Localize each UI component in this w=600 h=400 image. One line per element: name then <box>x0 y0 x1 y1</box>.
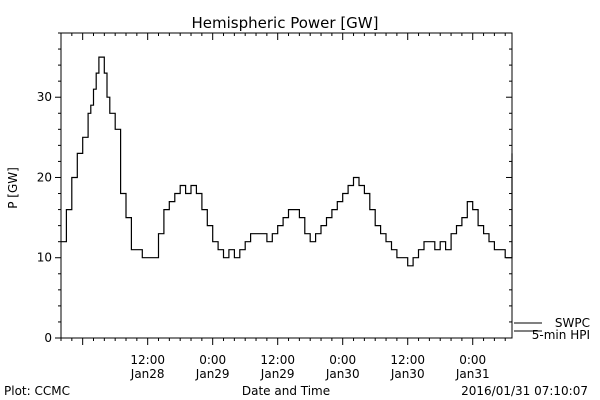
legend-label-swpc: SWPC <box>555 316 590 330</box>
x-tick-label-date: Jan30 <box>390 367 425 381</box>
x-tick-label-time: 0:00 <box>459 353 486 367</box>
y-axis-label: P [GW] <box>6 167 20 209</box>
footer-timestamp: 2016/01/31 07:10:07 <box>461 384 588 398</box>
x-axis-label: Date and Time <box>242 384 330 398</box>
x-tick-label-date: Jan31 <box>455 367 490 381</box>
x-tick-label-date: Jan29 <box>260 367 295 381</box>
y-tick-label: 30 <box>37 90 52 104</box>
x-tick-label-date: Jan28 <box>130 367 165 381</box>
x-tick-label-time: 12:00 <box>130 353 165 367</box>
footer-credit: Plot: CCMC <box>4 384 70 398</box>
chart-title: Hemispheric Power [GW] <box>192 14 379 32</box>
x-axis-ticks: 12:00Jan280:00Jan2912:00Jan290:00Jan3012… <box>60 33 506 381</box>
x-tick-label-date: Jan30 <box>325 367 360 381</box>
x-tick-label-time: 12:00 <box>260 353 295 367</box>
x-tick-label-time: 12:00 <box>390 353 425 367</box>
y-tick-label: 0 <box>44 331 52 345</box>
y-tick-label: 10 <box>37 251 52 265</box>
series-layer <box>61 56 513 267</box>
x-tick-label-date: Jan29 <box>195 367 230 381</box>
y-axis-ticks: 0 10 20 30 <box>37 32 512 345</box>
x-tick-label-time: 0:00 <box>199 353 226 367</box>
x-tick-label-time: 0:00 <box>329 353 356 367</box>
plot-frame <box>60 32 513 339</box>
series-line-swpc <box>61 56 513 267</box>
legend-label-5min-hpi: 5-min HPI <box>532 328 590 342</box>
y-tick-label: 20 <box>37 170 52 184</box>
